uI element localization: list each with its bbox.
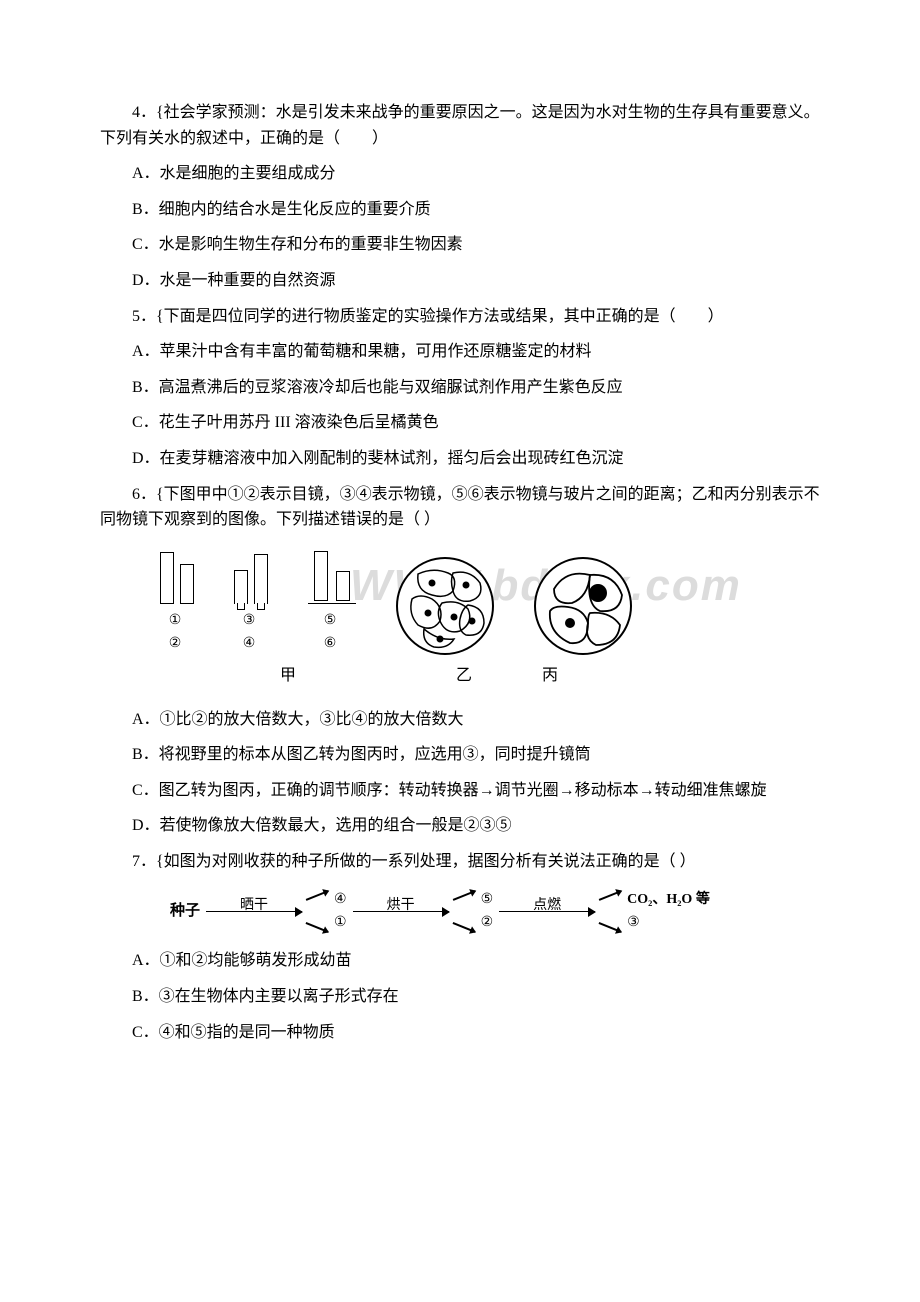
q6-option-d: D．若使物像放大倍数最大，选用的组合一般是②③⑤ [100, 813, 820, 839]
q5-option-d: D．在麦芽糖溶液中加入刚配制的斐林试剂，摇匀后会出现砖红色沉淀 [100, 446, 820, 472]
step2-label: 烘干 [387, 895, 415, 917]
cell-view-yi [396, 557, 494, 655]
step3-bot: ③ [627, 912, 640, 934]
q6-figure: WWW.bdocx.com ① ② ③ ④ [100, 551, 820, 689]
eyepiece-group: ① ② [160, 552, 194, 655]
objective-group: ③ ④ [234, 554, 268, 655]
caption-bing: 丙 [542, 663, 558, 689]
objective-3 [234, 570, 248, 604]
q5-option-a: A．苹果汁中含有丰富的葡萄糖和果糖，可用作还原糖鉴定的材料 [100, 339, 820, 365]
objective-4 [254, 554, 268, 604]
q4-option-d: D．水是一种重要的自然资源 [100, 268, 820, 294]
label-56: ⑤ ⑥ [315, 610, 349, 655]
distance-6 [336, 571, 350, 601]
caption-yi: 乙 [456, 663, 472, 689]
distance-group: ⑤ ⑥ [308, 551, 356, 655]
eyepiece-2 [180, 564, 194, 604]
step3-label: 点燃 [533, 895, 561, 917]
eyepiece-1 [160, 552, 174, 604]
q4-stem: 4．{社会学家预测：水是引发未来战争的重要原因之一。这是因为水对生物的生存具有重… [100, 100, 820, 151]
caption-jia: 甲 [280, 663, 296, 689]
q4-option-a: A．水是细胞的主要组成成分 [100, 161, 820, 187]
q6-option-a: A．①比②的放大倍数大，③比④的放大倍数大 [100, 707, 820, 733]
q7-option-b: B．③在生物体内主要以离子形式存在 [100, 984, 820, 1010]
distance-5 [314, 551, 328, 601]
q6-stem: 6．{下图甲中①②表示目镜，③④表示物镜，⑤⑥表示物镜与玻片之间的距离；乙和丙分… [100, 482, 820, 533]
step3-top: CO₂、H₂O 等 [627, 889, 710, 911]
step2-top: ⑤ [481, 889, 494, 911]
step1-top: ④ [334, 889, 347, 911]
q7-option-a: A．①和②均能够萌发形成幼苗 [100, 948, 820, 974]
step1-label: 晒干 [240, 895, 268, 917]
seed-start: 种子 [170, 899, 200, 923]
q5-option-b: B．高温煮沸后的豆浆溶液冷却后也能与双缩脲试剂作用产生紫色反应 [100, 375, 820, 401]
label-12: ① ② [160, 610, 194, 655]
q6-option-c: C．图乙转为图丙，正确的调节顺序：转动转换器→调节光圈→移动标本→转动细准焦螺旋 [100, 778, 820, 804]
q5-stem: 5．{下面是四位同学的进行物质鉴定的实验操作方法或结果，其中正确的是（ ） [100, 304, 820, 330]
q4-option-c: C．水是影响生物生存和分布的重要非生物因素 [100, 232, 820, 258]
cell-view-bing [534, 557, 632, 655]
q7-option-c: C．④和⑤指的是同一种物质 [100, 1020, 820, 1046]
q7-stem: 7．{如图为对刚收获的种子所做的一系列处理，据图分析有关说法正确的是（ ） [100, 849, 820, 875]
step2-bot: ② [481, 912, 494, 934]
label-34: ③ ④ [234, 610, 268, 655]
q6-option-b: B．将视野里的标本从图乙转为图丙时，应选用③，同时提升镜筒 [100, 742, 820, 768]
step1-bot: ① [334, 912, 347, 934]
q7-diagram: 种子 晒干 ④ ① 烘干 ⑤ ② 点燃 CO₂、H₂O 等 ③ [170, 889, 820, 935]
q4-option-b: B．细胞内的结合水是生化反应的重要介质 [100, 197, 820, 223]
q5-option-c: C．花生子叶用苏丹 III 溶液染色后呈橘黄色 [100, 410, 820, 436]
